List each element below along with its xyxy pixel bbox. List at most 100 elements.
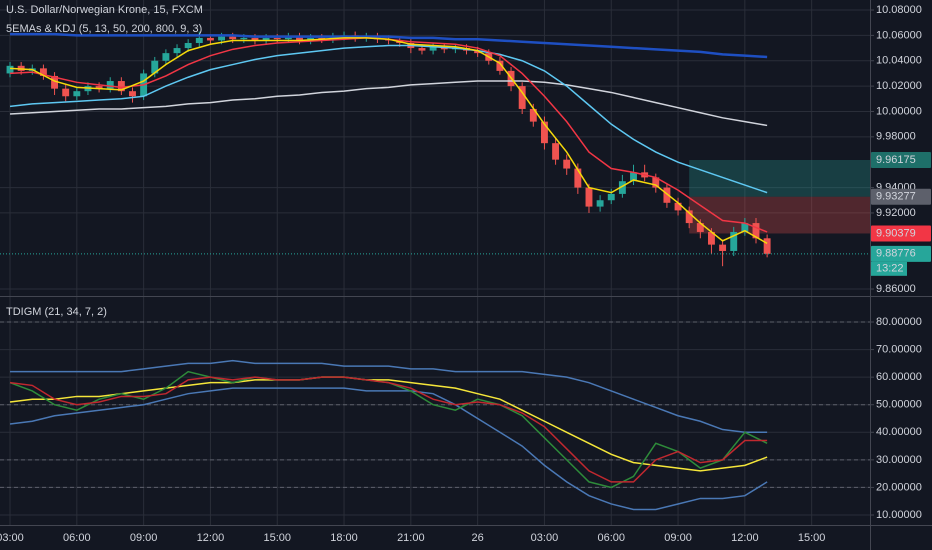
line-series bbox=[9, 37, 768, 245]
x-tick-label: 12:00 bbox=[197, 532, 225, 544]
candle-body bbox=[596, 200, 604, 207]
candle-body bbox=[607, 193, 615, 201]
entry-badge bbox=[871, 188, 931, 205]
candle-body bbox=[206, 37, 214, 41]
candle-body bbox=[585, 187, 593, 207]
candle-body bbox=[429, 46, 437, 51]
indicator-legend: 5EMAs & KDJ (5, 13, 50, 200, 800, 9, 3) bbox=[6, 23, 202, 35]
candle-body bbox=[474, 50, 482, 54]
candle-body bbox=[251, 37, 259, 41]
candle-body bbox=[39, 68, 47, 76]
candle-body bbox=[73, 91, 81, 97]
countdown-badge bbox=[871, 261, 907, 276]
line-series bbox=[10, 359, 768, 434]
target-badge bbox=[871, 151, 931, 168]
y-tick-label: 10.08000 bbox=[876, 4, 922, 16]
x-tick-label: 03:00 bbox=[0, 532, 24, 544]
y-tick-label: 80.00000 bbox=[876, 316, 922, 328]
candle-body bbox=[6, 65, 14, 74]
entry-label: 9.93277 bbox=[876, 191, 916, 203]
labels: 03:00 06:00 09:00 12:00 15:00 18:00 21:00 26 03:… bbox=[0, 4, 931, 544]
y-tick-label: 70.00000 bbox=[876, 343, 922, 355]
candle-body bbox=[106, 81, 114, 89]
candle-body bbox=[51, 75, 59, 89]
x-tick-label: 26 bbox=[472, 532, 484, 544]
candle-body bbox=[129, 91, 136, 97]
current-price-label: 9.88776 bbox=[876, 248, 916, 260]
x-tick-label: 21:00 bbox=[397, 532, 425, 544]
target-label: 9.96175 bbox=[876, 154, 916, 166]
x-tick-label: 12:00 bbox=[731, 532, 759, 544]
line-series bbox=[10, 32, 768, 59]
candle-body bbox=[663, 187, 671, 203]
candle-body bbox=[262, 37, 270, 41]
line-series bbox=[9, 387, 768, 511]
line-series bbox=[9, 44, 768, 194]
candle-body bbox=[240, 37, 248, 40]
candle-body bbox=[496, 60, 504, 71]
x-tick-label: 15:00 bbox=[798, 532, 826, 544]
candle-body bbox=[540, 121, 548, 144]
candle-body bbox=[752, 223, 760, 239]
y-tick-label: 20.00000 bbox=[876, 481, 922, 493]
x-tick-label: 03:00 bbox=[531, 532, 559, 544]
candle-body bbox=[184, 42, 192, 49]
candle-body bbox=[719, 244, 727, 251]
candle-body bbox=[418, 48, 426, 51]
countdown-label: 13:22 bbox=[876, 263, 904, 275]
position-stop-zone bbox=[689, 196, 870, 234]
candle-body bbox=[95, 86, 103, 89]
y-tick-label: 50.00000 bbox=[876, 399, 922, 411]
candle-body bbox=[284, 36, 292, 40]
line-series bbox=[9, 376, 768, 483]
x-tick-label: 15:00 bbox=[263, 532, 291, 544]
y-tick-label: 60.00000 bbox=[876, 371, 922, 383]
y-tick-label: 40.00000 bbox=[876, 426, 922, 438]
candle-body bbox=[162, 53, 170, 61]
candle-body bbox=[674, 202, 682, 211]
candle-body bbox=[618, 181, 626, 194]
position-target-zone bbox=[689, 159, 870, 197]
x-tick-label: 09:00 bbox=[664, 532, 692, 544]
candle-body bbox=[552, 143, 560, 160]
x-tick-label: 06:00 bbox=[597, 532, 625, 544]
candle-body bbox=[529, 108, 537, 122]
y-tick-label: 30.00000 bbox=[876, 454, 922, 466]
candle-body bbox=[151, 60, 159, 74]
line-series bbox=[9, 80, 768, 127]
candle-body bbox=[696, 223, 704, 232]
candle-body bbox=[173, 48, 181, 54]
chart-title: U.S. Dollar/Norwegian Krone, 15, FXCM bbox=[6, 4, 203, 16]
marks bbox=[0, 31, 870, 511]
candle-body bbox=[741, 223, 749, 232]
candle-body bbox=[685, 210, 693, 224]
current-price-badge bbox=[871, 245, 931, 262]
x-tick-label: 18:00 bbox=[330, 532, 358, 544]
candle-body bbox=[218, 36, 226, 41]
line-series bbox=[9, 376, 768, 472]
y-tick-label: 10.04000 bbox=[876, 55, 922, 67]
candle-body bbox=[563, 159, 571, 169]
y-tick-label: 10.00000 bbox=[876, 509, 922, 521]
y-tick-label: 9.98000 bbox=[876, 131, 916, 143]
x-tick-label: 09:00 bbox=[130, 532, 158, 544]
candle-body bbox=[652, 177, 660, 188]
y-tick-label: 10.00000 bbox=[876, 105, 922, 117]
candle-body bbox=[195, 37, 203, 43]
y-tick-label: 10.06000 bbox=[876, 29, 922, 41]
candle-body bbox=[296, 36, 303, 41]
stop-label: 9.90379 bbox=[876, 227, 916, 239]
candle-body bbox=[708, 231, 715, 245]
indicator-title: TDIGM (21, 34, 7, 2) bbox=[6, 306, 107, 318]
candle-body bbox=[273, 37, 281, 40]
y-tick-label: 9.92000 bbox=[876, 207, 916, 219]
candle-body bbox=[117, 81, 125, 92]
y-tick-label: 10.02000 bbox=[876, 80, 922, 92]
candle-body bbox=[229, 36, 237, 40]
x-tick-label: 06:00 bbox=[63, 532, 91, 544]
stop-badge bbox=[871, 225, 931, 242]
candle-body bbox=[763, 238, 771, 254]
candle-body bbox=[630, 172, 637, 182]
candle-body bbox=[518, 86, 526, 109]
